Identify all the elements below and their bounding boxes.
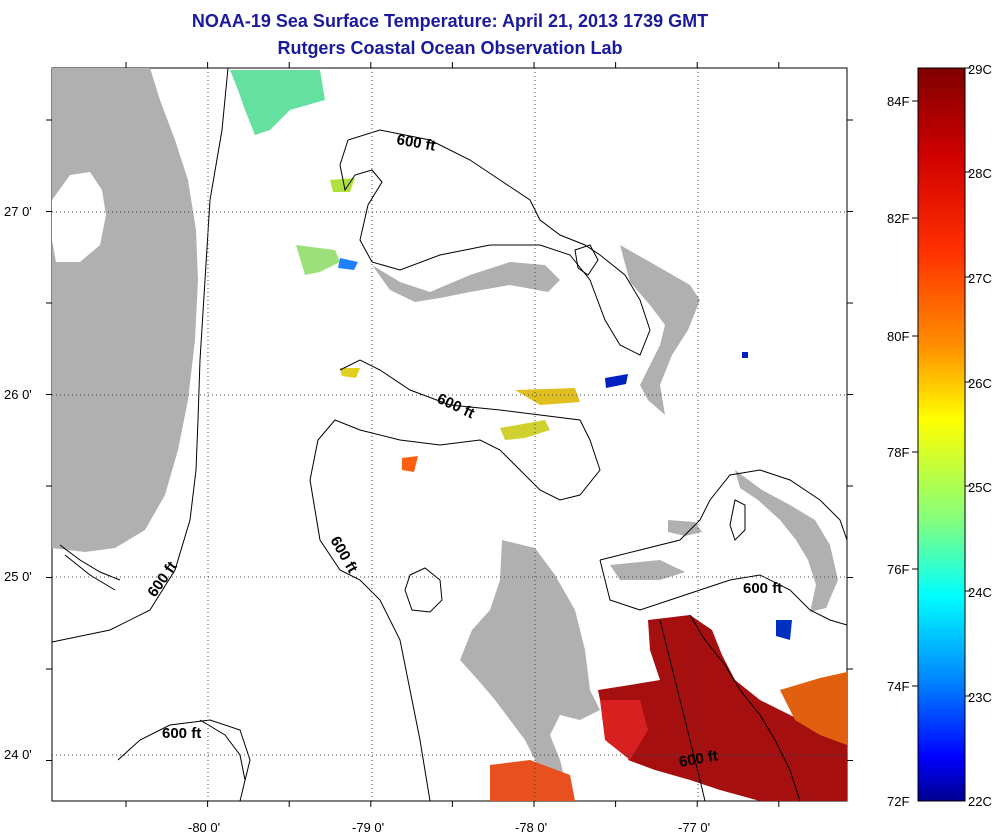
sst-patch-blue-2: [742, 352, 748, 358]
sst-patch-small-2: [338, 258, 358, 270]
map-subtitle: Rutgers Coastal Ocean Observation Lab: [277, 38, 623, 58]
colorbar-celsius-label: 29C: [968, 62, 992, 77]
sst-patch-north: [230, 70, 325, 135]
sst-patch-small-1: [330, 178, 355, 192]
colorbar-fahrenheit-label: 80F: [887, 329, 909, 344]
x-tick-label: -80 0': [188, 820, 220, 835]
contour-label: 600 ft: [678, 747, 720, 771]
colorbar-fahrenheit-label: 78F: [887, 445, 909, 460]
sst-patch-east-blue: [776, 620, 792, 640]
axis-ticks: [46, 62, 853, 807]
sst-patch-southwest-red: [600, 700, 648, 760]
colorbar-celsius-label: 27C: [968, 271, 992, 286]
y-tick-label: 25 0': [4, 569, 32, 584]
new-providence: [668, 520, 702, 536]
sst-patch-south-orange: [780, 672, 847, 745]
grand-bahama-island: [372, 262, 560, 302]
y-tick-label: 26 0': [4, 387, 32, 402]
lake-okeechobee: [52, 172, 106, 262]
florida-keys: [59, 544, 246, 781]
sst-patch-central-2: [515, 388, 580, 405]
colorbar-fahrenheit-label: 76F: [887, 562, 909, 577]
colorbar-gradient: [917, 67, 966, 802]
sst-patch-small-3: [340, 368, 360, 378]
colorbar-celsius-label: 26C: [968, 376, 992, 391]
colorbar-fahrenheit-label: 72F: [887, 794, 909, 809]
isobath-contours: [52, 68, 847, 801]
y-tick-label: 27 0': [4, 204, 32, 219]
x-tick-label: -77 0': [678, 820, 710, 835]
eleuthera-south: [610, 560, 685, 580]
colorbar-fahrenheit-label: 82F: [887, 211, 909, 226]
sst-patch-small-4: [402, 456, 418, 472]
contour-label: 600 ft: [162, 725, 201, 742]
map-title: NOAA-19 Sea Surface Temperature: April 2…: [191, 11, 709, 31]
colorbar-celsius-label: 23C: [968, 690, 992, 705]
colorbar-celsius-label: 28C: [968, 166, 992, 181]
graticule: [52, 68, 847, 801]
contour-label: 600 ft: [743, 580, 782, 597]
eleuthera-island: [735, 470, 838, 612]
sst-patch-southwest: [490, 760, 575, 801]
colorbar-fahrenheit-label: 74F: [887, 679, 909, 694]
colorbar: 29C 28C 27C 26C 25C 24C 23C 22C 84F 82F …: [887, 62, 992, 809]
colorbar-celsius-label: 25C: [968, 480, 992, 495]
colorbar-celsius-label: 24C: [968, 585, 992, 600]
x-axis-labels: -80 0' -79 0' -78 0' -77 0': [188, 820, 710, 835]
colorbar-celsius-label: 22C: [968, 794, 992, 809]
abaco-island: [620, 245, 700, 415]
x-tick-label: -79 0': [352, 820, 384, 835]
y-axis-labels: 27 0' 26 0' 25 0' 24 0': [4, 204, 32, 762]
colorbar-fahrenheit-label: 84F: [887, 94, 909, 109]
x-tick-label: -78 0': [515, 820, 547, 835]
sst-patch-blue-1: [605, 374, 628, 388]
sst-patch-central: [500, 420, 550, 440]
andros-island: [460, 540, 600, 801]
sst-patch-grand-bahama-west: [296, 245, 340, 275]
y-tick-label: 24 0': [4, 747, 32, 762]
contour-label: 600 ft: [395, 131, 437, 155]
